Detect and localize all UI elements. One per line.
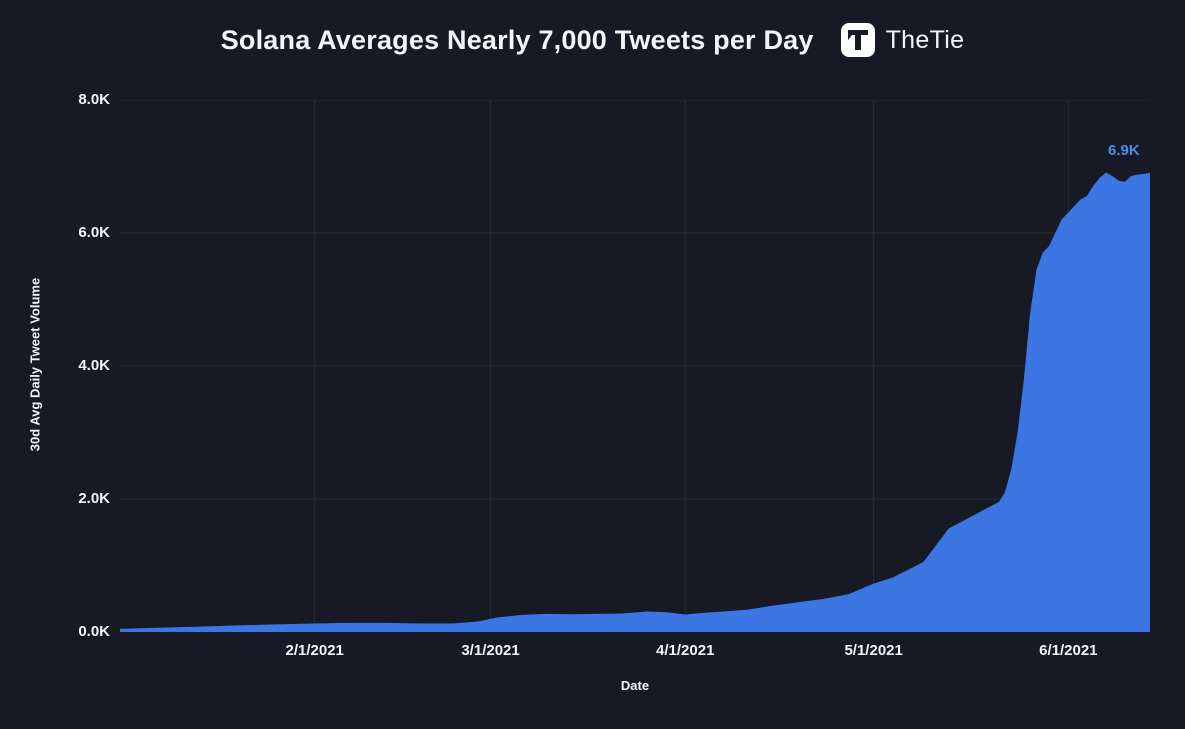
y-tick-label: 2.0K (78, 490, 110, 507)
y-tick-label: 0.0K (78, 623, 110, 640)
x-tick-label: 6/1/2021 (1039, 642, 1098, 659)
x-tick-label: 3/1/2021 (461, 642, 520, 659)
x-tick-label: 2/1/2021 (285, 642, 344, 659)
latest-value-annotation: 6.9K (1108, 142, 1140, 160)
x-tick-label: 5/1/2021 (844, 642, 903, 659)
thetie-logo-text: TheTie (885, 25, 965, 54)
y-tick-label: 8.0K (78, 91, 110, 108)
thetie-logo-icon (840, 23, 875, 57)
plot-area (120, 100, 1150, 632)
tweet-volume-area-series (120, 172, 1150, 632)
thetie-logo: TheTie (840, 22, 965, 58)
chart-title: Solana Averages Nearly 7,000 Tweets per … (220, 24, 814, 55)
y-tick-label: 4.0K (78, 357, 110, 374)
x-axis-label: Date (620, 678, 650, 693)
chart-header: Solana Averages Nearly 7,000 Tweets per … (0, 22, 1185, 58)
x-tick-label: 4/1/2021 (656, 642, 715, 659)
y-tick-label: 6.0K (78, 224, 110, 241)
